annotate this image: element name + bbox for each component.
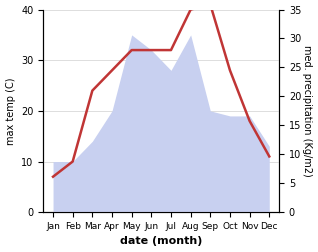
- Y-axis label: med. precipitation (Kg/m2): med. precipitation (Kg/m2): [302, 45, 313, 177]
- Y-axis label: max temp (C): max temp (C): [5, 77, 16, 145]
- X-axis label: date (month): date (month): [120, 236, 202, 246]
